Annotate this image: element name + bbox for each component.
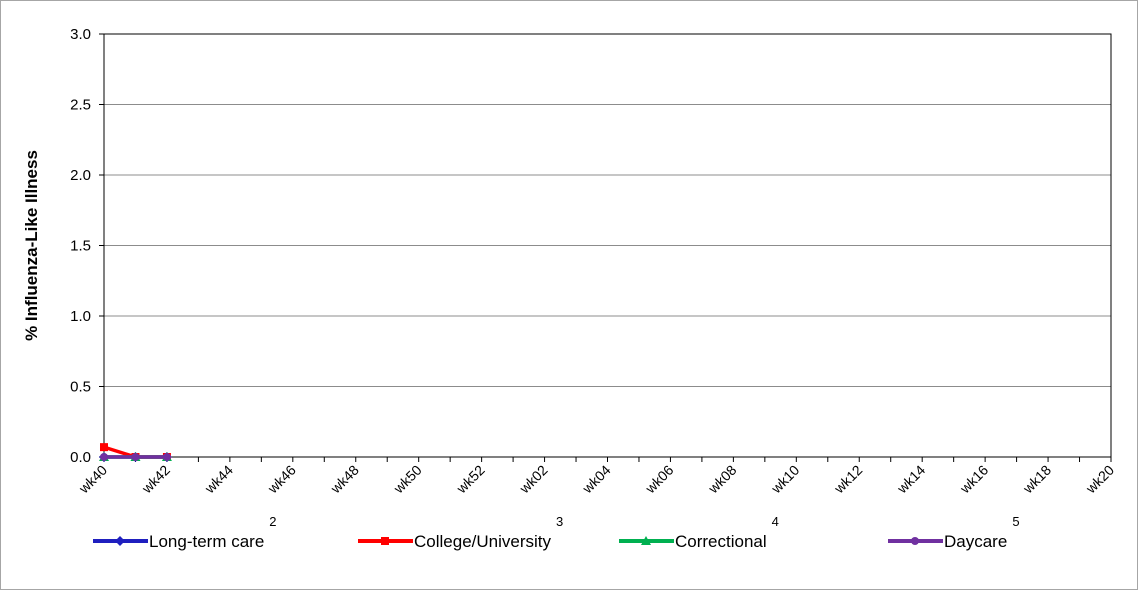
data-point-marker [100,443,108,452]
series-daycare [100,453,171,461]
x-tick-label: wk08 [704,462,739,497]
legend-item: Long-term care 2 [93,514,277,551]
x-tick-label: wk14 [893,462,928,497]
data-point-marker [381,537,389,545]
x-tick-label: wk50 [390,462,425,497]
y-tick-label: 2.5 [70,97,91,114]
x-tick-label: wk12 [830,462,865,497]
gridlines [104,33,1111,458]
x-tick-label: wk16 [956,462,991,497]
y-axis-label: % Influenza-Like Illness [22,150,41,341]
y-tick-label: 0.0 [70,449,91,466]
y-tick-label: 1.5 [70,238,91,255]
x-tick-label: wk48 [327,462,362,497]
data-point-marker [131,453,140,461]
legend-label: Correctional [675,532,767,551]
legend-footnote: 2 [269,514,276,529]
legend-item: Daycare 5 [888,514,1020,551]
x-tick-label: wk52 [453,462,488,497]
y-tick-label: 2.0 [70,167,91,184]
x-axis-ticks: wk40 wk42 wk44 wk46 wk48 wk50 wk52 wk02 wk04 wk06… [75,457,1117,497]
data-point-marker [115,536,125,546]
legend-item: College/University 3 [358,514,563,551]
x-tick-label: wk06 [641,462,676,497]
x-tick-label: wk10 [767,462,802,497]
x-tick-label: wk46 [264,462,299,497]
x-tick-label: wk42 [138,462,173,497]
y-tick-label: 3.0 [70,26,91,43]
data-point-marker [911,537,919,545]
legend-label: Long-term care [149,532,264,551]
x-tick-label: wk20 [1082,462,1117,497]
data-point-marker [100,453,108,461]
x-tick-label: wk18 [1019,462,1054,497]
y-axis-ticks: 0.0 0.5 1.0 1.5 2.0 2.5 3.0 [70,26,104,466]
legend-footnote: 5 [1012,514,1019,529]
data-point-marker [162,453,171,461]
x-tick-label: wk02 [516,462,551,497]
legend-label: Daycare [944,532,1007,551]
x-tick-label: wk44 [201,462,236,497]
y-tick-label: 0.5 [70,379,91,396]
legend-footnote: 4 [772,514,779,529]
x-tick-label: wk40 [75,462,110,497]
x-tick-label: wk04 [578,462,613,497]
legend-item: Correctional 4 [619,514,779,551]
legend: Long-term care 2 College/University 3 Correc… [93,514,1020,551]
legend-footnote: 3 [556,514,563,529]
series-lines [99,443,172,462]
y-tick-label: 1.0 [70,308,91,325]
legend-label: College/University [414,532,551,551]
data-point-marker [641,536,651,545]
